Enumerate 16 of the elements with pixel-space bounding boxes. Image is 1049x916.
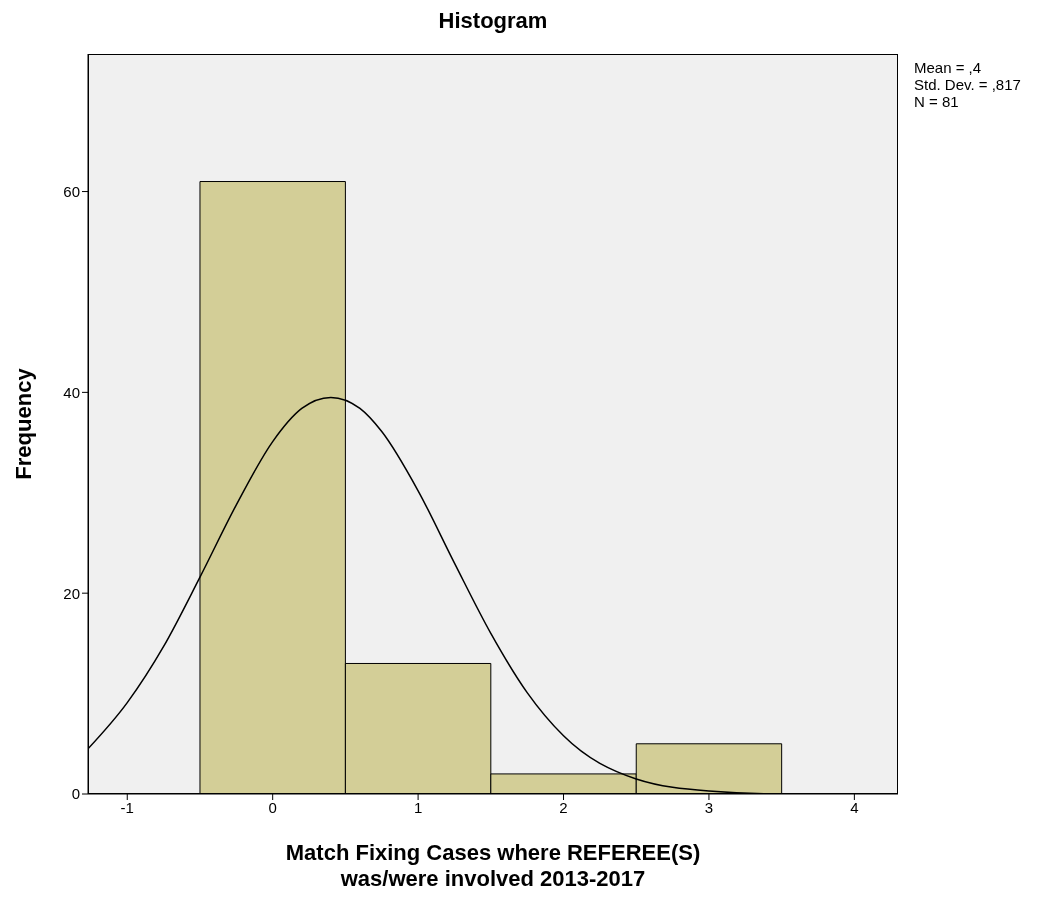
y-axis-title: Frequency bbox=[10, 367, 36, 480]
y-tick-label: 0 bbox=[71, 785, 80, 803]
x-tick-label: 2 bbox=[559, 798, 568, 816]
x-axis-title: Match Fixing Cases where REFEREE(S) was/were involved 2013-2017 bbox=[284, 840, 702, 892]
x-tick-label: 3 bbox=[704, 798, 714, 816]
text: N = 81 bbox=[914, 93, 960, 110]
x-tick-label: 0 bbox=[268, 798, 277, 816]
y-tick-label: 60 bbox=[63, 182, 80, 200]
y-tick-label: 40 bbox=[63, 383, 80, 401]
x-tick-label: 1 bbox=[413, 798, 423, 816]
x-tick-label: 4 bbox=[850, 798, 859, 816]
chart-title: Histogram bbox=[437, 8, 549, 35]
y-tick-label: 20 bbox=[63, 584, 80, 602]
text: Std. Dev. = ,817 bbox=[914, 76, 1021, 93]
x-tick-label: -1 bbox=[120, 798, 134, 816]
text: Mean = ,4 bbox=[914, 59, 983, 76]
